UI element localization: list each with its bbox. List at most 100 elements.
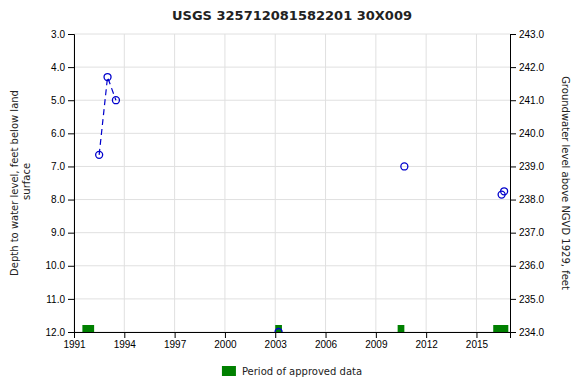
series-line [99,77,116,155]
x-axis-tick: 1991 [63,332,86,350]
x-axis-tick: 1997 [164,332,187,350]
y-axis-tick-label: 8.0 [51,194,65,205]
y2-axis-tick-label: 239.0 [519,161,544,172]
y2-axis-tick-mark [510,34,516,35]
x-axis-tick: 2006 [315,332,338,350]
y2-axis-tick: 235.0 [510,294,544,305]
grid-line-y [74,67,510,68]
y2-axis-tick-label: 234.0 [519,327,544,338]
y2-axis-tick: 234.0 [510,327,544,338]
y-axis-tick: 3.0 [51,29,74,40]
y2-axis-tick-mark [510,100,516,101]
y2-axis-tick-label: 240.0 [519,128,544,139]
grid-line-x [124,34,125,332]
y2-axis-tick-mark [510,233,516,234]
marks [82,74,508,332]
approved-period-bar [493,325,508,332]
y2-axis-line [511,35,517,333]
plot-area: 1991 1994 1997 2000 2003 2006 2009 2012 2015 3.0 4… [46,29,545,350]
y-axis-tick: 10.0 [46,260,74,271]
y2-axis-tick: 238.0 [510,194,544,205]
y-axis-tick-label: 4.0 [51,62,65,73]
x-axis-tick-label: 2009 [365,339,388,350]
y-axis-tick-label: 6.0 [51,128,65,139]
y-axis-tick-mark [68,299,74,300]
y2-axis-tick-mark [510,67,516,68]
y-axis-tick-label: 7.0 [51,161,65,172]
y2-axis-tick-mark [510,166,516,167]
grid-line-y [74,232,510,233]
grid-line-y [74,298,510,299]
y-axis-label-line: Depth to water level, feet below land [9,90,20,276]
y-axis-tick-mark [68,100,74,101]
y-axis-tick: 7.0 [51,161,74,172]
y2-axis-tick-label: 243.0 [519,29,544,40]
grid-line-y [74,166,510,167]
y2-axis-tick-label: 235.0 [519,294,544,305]
x-axis-tick: 2000 [214,332,237,350]
grid-line-y [74,199,510,200]
x-axis-tick-label: 2006 [315,339,338,350]
y2-axis-tick-mark [510,299,516,300]
y-axis-tick-mark [68,233,74,234]
chart: 1991 1994 1997 2000 2003 2006 2009 2012 2015 3.0 4… [0,0,576,384]
y2-axis-tick-mark [510,133,516,134]
data-point [104,74,111,81]
y2-axis-tick: 236.0 [510,260,544,271]
x-axis: 1991 1994 1997 2000 2003 2006 2009 2012 2015 [63,332,510,350]
x-axis-line [75,333,511,339]
x-axis-tick: 2003 [265,332,288,350]
y2-axis-tick-mark [510,266,516,267]
grid-line-x [275,34,276,332]
x-axis-tick-label: 1997 [164,339,187,350]
x-axis-tick-label: 2015 [466,339,489,350]
x-axis-tick-label: 1994 [114,339,137,350]
y-axis-tick: 9.0 [51,227,74,238]
grid-line-y [74,100,510,101]
x-axis-tick: 1994 [114,332,137,350]
grid-line-x [375,34,376,332]
grid-line-y [74,265,510,266]
grid-line-x [224,34,225,332]
data-point [501,188,508,195]
chart-title: USGS 325712081582201 30X009 [172,8,412,23]
y-axis: 3.0 4.0 5.0 6.0 7.0 8.0 9.0 10.0 11.0 12.0 [46,29,75,338]
y-axis-tick-label: 12.0 [46,327,66,338]
x-axis-tick-mark [426,332,427,338]
y-axis-tick-mark [68,67,74,68]
y2-axis-tick-mark [510,332,516,333]
x-axis-tick: 2009 [365,332,388,350]
x-axis-tick-mark [376,332,377,338]
y-axis-tick-label: 9.0 [51,227,65,238]
x-axis-tick-mark [225,332,226,338]
grid-line-x [476,34,477,332]
y2-axis: 243.0242.0241.0240.0239.0238.0237.0236.0… [510,29,544,338]
y2-axis-tick: 237.0 [510,227,544,238]
x-axis-tick-mark [124,332,125,338]
y2-axis-tick: 242.0 [510,62,544,73]
x-axis-tick-mark [476,332,477,338]
grid [74,34,510,332]
grid-line-x [325,34,326,332]
x-axis-tick-mark [275,332,276,338]
grid-line-x [174,34,175,332]
data-point [401,163,408,170]
x-axis-tick-label: 1991 [63,339,86,350]
y-axis-label: Depth to water level, feet below land su… [9,90,32,276]
y-axis-tick: 6.0 [51,128,74,139]
y-axis-tick: 5.0 [51,95,74,106]
approved-period-bar [398,325,405,332]
y-axis-tick-mark [68,34,74,35]
y-axis-tick: 11.0 [46,294,74,305]
y2-axis-tick: 240.0 [510,128,544,139]
y2-axis-tick-mark [510,200,516,201]
y2-axis-tick-label: 236.0 [519,260,544,271]
y-axis-tick-label: 3.0 [51,29,65,40]
x-axis-tick: 2012 [416,332,439,350]
y-axis-tick-mark [68,332,74,333]
y-axis-label-line: surface [21,163,32,203]
x-axis-tick-label: 2003 [265,339,288,350]
y-axis-tick-mark [68,266,74,267]
y-axis-tick: 4.0 [51,62,74,73]
y-axis-tick-label: 10.0 [46,260,66,271]
